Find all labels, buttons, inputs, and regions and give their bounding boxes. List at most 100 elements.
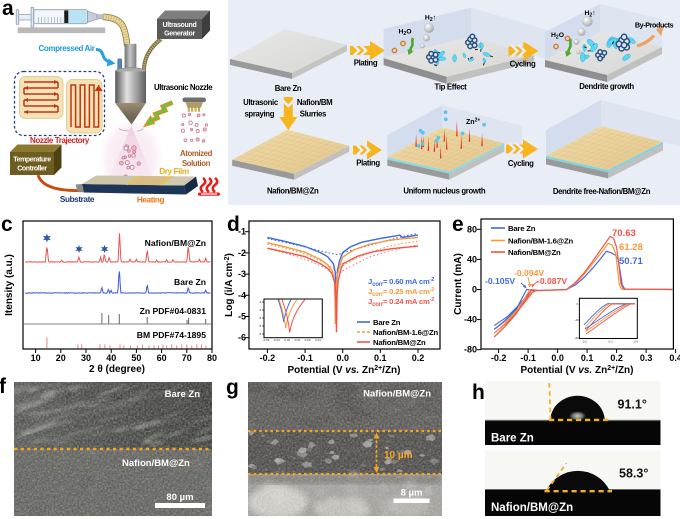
svg-text:-40: -40 [575, 318, 580, 322]
svg-text:Jcorr= 0.60 mA cm-2: Jcorr= 0.60 mA cm-2 [368, 277, 434, 288]
svg-text:0.4: 0.4 [669, 353, 680, 363]
svg-text:-4.0: -4.0 [259, 300, 265, 304]
svg-text:10: 10 [31, 353, 41, 363]
svg-text:-5: -5 [238, 312, 246, 322]
svg-text:Nafion/BM-1.6@Zn: Nafion/BM-1.6@Zn [373, 328, 438, 337]
svg-text:61.28: 61.28 [619, 242, 643, 253]
svg-text:-0.2: -0.2 [582, 340, 588, 344]
svg-text:Nafion/BM@Zn: Nafion/BM@Zn [122, 458, 190, 469]
svg-text:Zn PDF#04-0831: Zn PDF#04-0831 [140, 306, 207, 316]
svg-text:0: 0 [577, 302, 579, 306]
svg-text:Current (mA): Current (mA) [453, 253, 464, 315]
svg-text:Atomized: Atomized [180, 149, 213, 158]
svg-text:80 µm: 80 µm [166, 492, 193, 503]
svg-text:spraying: spraying [244, 110, 274, 119]
svg-text:58.3°: 58.3° [619, 467, 648, 481]
svg-text:Potential (V vs. Zn2+/Zn): Potential (V vs. Zn2+/Zn) [520, 365, 633, 376]
svg-text:Jcorr= 0.24 mA cm-2: Jcorr= 0.24 mA cm-2 [368, 297, 434, 308]
svg-text:0.0: 0.0 [551, 353, 564, 363]
svg-text:0.1: 0.1 [374, 353, 387, 363]
svg-text:-0.1: -0.1 [608, 340, 614, 344]
svg-text:-80: -80 [575, 336, 580, 340]
svg-text:-0.2: -0.2 [260, 353, 276, 363]
svg-text:Bare Zn: Bare Zn [491, 433, 534, 445]
svg-text:H2↑: H2↑ [585, 10, 596, 19]
svg-text:Ultrasonic: Ultrasonic [243, 98, 279, 107]
svg-text:Nafion/BM: Nafion/BM [297, 98, 332, 107]
svg-text:40: 40 [106, 353, 116, 363]
svg-text:Nozzle Trajectory: Nozzle Trajectory [30, 136, 90, 145]
svg-text:-5.5: -5.5 [259, 324, 265, 328]
svg-text:-0.2: -0.2 [491, 353, 507, 363]
svg-text:80: 80 [467, 224, 477, 234]
svg-text:Generator: Generator [164, 31, 195, 38]
svg-text:Temperature: Temperature [13, 157, 51, 164]
svg-text:Nafion/BM@Zn: Nafion/BM@Zn [145, 238, 206, 248]
svg-text:Bare Zn: Bare Zn [508, 224, 536, 233]
svg-text:Bare Zn: Bare Zn [165, 389, 201, 400]
svg-text:Bare Zn: Bare Zn [373, 318, 401, 327]
svg-text:-4.5: -4.5 [259, 308, 265, 312]
svg-text:-80: -80 [464, 345, 477, 355]
svg-text:Nafion/BM@Zn: Nafion/BM@Zn [491, 502, 573, 514]
svg-text:H2O: H2O [551, 32, 564, 41]
svg-text:-0.094V: -0.094V [514, 268, 544, 278]
svg-text:H2O: H2O [399, 29, 412, 38]
svg-text:-0.1: -0.1 [520, 353, 536, 363]
svg-text:Ultrasound: Ultrasound [163, 22, 197, 29]
svg-text:-6: -6 [238, 333, 246, 343]
svg-text:Plating: Plating [356, 159, 380, 168]
svg-text:Log (i/A cm-2): Log (i/A cm-2) [224, 253, 235, 317]
svg-text:Itensity (a.u.): Itensity (a.u.) [4, 254, 15, 316]
svg-text:0.00: 0.00 [305, 338, 311, 342]
svg-text:Controller: Controller [17, 166, 47, 173]
svg-text:-3: -3 [238, 269, 246, 279]
svg-text:Tip Effect: Tip Effect [435, 83, 468, 92]
svg-text:Jcorr= 0.25 mA cm-2: Jcorr= 0.25 mA cm-2 [368, 287, 434, 298]
svg-text:Nafion/BM-1.6@Zn: Nafion/BM-1.6@Zn [508, 237, 573, 246]
svg-text:Nafion/BM@Zn: Nafion/BM@Zn [267, 187, 319, 196]
svg-text:50: 50 [131, 353, 141, 363]
svg-text:-0.01: -0.01 [294, 338, 301, 342]
svg-text:91.1°: 91.1° [618, 398, 647, 412]
svg-text:Potential (V vs. Zn2+/Zn): Potential (V vs. Zn2+/Zn) [287, 365, 400, 376]
svg-text:BM PDF#74-1895: BM PDF#74-1895 [137, 330, 206, 340]
svg-text:Nafion/BM@Zn: Nafion/BM@Zn [508, 248, 561, 257]
svg-text:30: 30 [81, 353, 91, 363]
svg-text:0.0: 0.0 [336, 353, 349, 363]
svg-text:10 µm: 10 µm [384, 450, 413, 461]
svg-text:-1: -1 [238, 227, 246, 237]
svg-text:Bare Zn: Bare Zn [174, 277, 206, 287]
svg-text:-4: -4 [238, 290, 246, 300]
svg-text:Uniform nucleus growth: Uniform nucleus growth [403, 187, 486, 196]
svg-text:-2: -2 [238, 248, 246, 258]
svg-text:Heating: Heating [137, 196, 165, 205]
svg-text:Bare Zn: Bare Zn [275, 84, 302, 93]
svg-text:20: 20 [56, 353, 66, 363]
svg-text:0.2: 0.2 [610, 353, 623, 363]
svg-text:70.63: 70.63 [612, 228, 636, 239]
svg-text:Slurries: Slurries [300, 110, 327, 119]
svg-text:0: 0 [472, 285, 477, 295]
svg-text:0.0: 0.0 [634, 340, 639, 344]
svg-text:0.1: 0.1 [581, 353, 594, 363]
svg-text:Solution: Solution [182, 159, 211, 168]
svg-text:-0.04: -0.04 [263, 338, 270, 342]
svg-text:Dendrite free-Nafion/BM@Zn: Dendrite free-Nafion/BM@Zn [553, 187, 651, 196]
svg-text:Dry Film: Dry Film [159, 167, 189, 176]
svg-text:-0.02: -0.02 [283, 338, 290, 342]
svg-text:0.2: 0.2 [412, 353, 425, 363]
svg-text:By-Products: By-Products [635, 21, 674, 30]
svg-text:Compressed Air: Compressed Air [39, 44, 95, 53]
svg-text:Nafion/BM@Zn: Nafion/BM@Zn [363, 389, 431, 400]
svg-text:8 µm: 8 µm [401, 488, 423, 499]
svg-text:40: 40 [467, 254, 477, 264]
svg-text:Cycling: Cycling [510, 60, 536, 69]
svg-text:Zn2+: Zn2+ [466, 118, 480, 127]
svg-text:-0.105V: -0.105V [485, 276, 515, 286]
svg-text:50.71: 50.71 [619, 256, 643, 267]
svg-text:80: 80 [207, 353, 217, 363]
svg-text:0.01: 0.01 [315, 338, 321, 342]
svg-text:-0.03: -0.03 [273, 338, 280, 342]
svg-text:Cycling: Cycling [508, 159, 534, 168]
